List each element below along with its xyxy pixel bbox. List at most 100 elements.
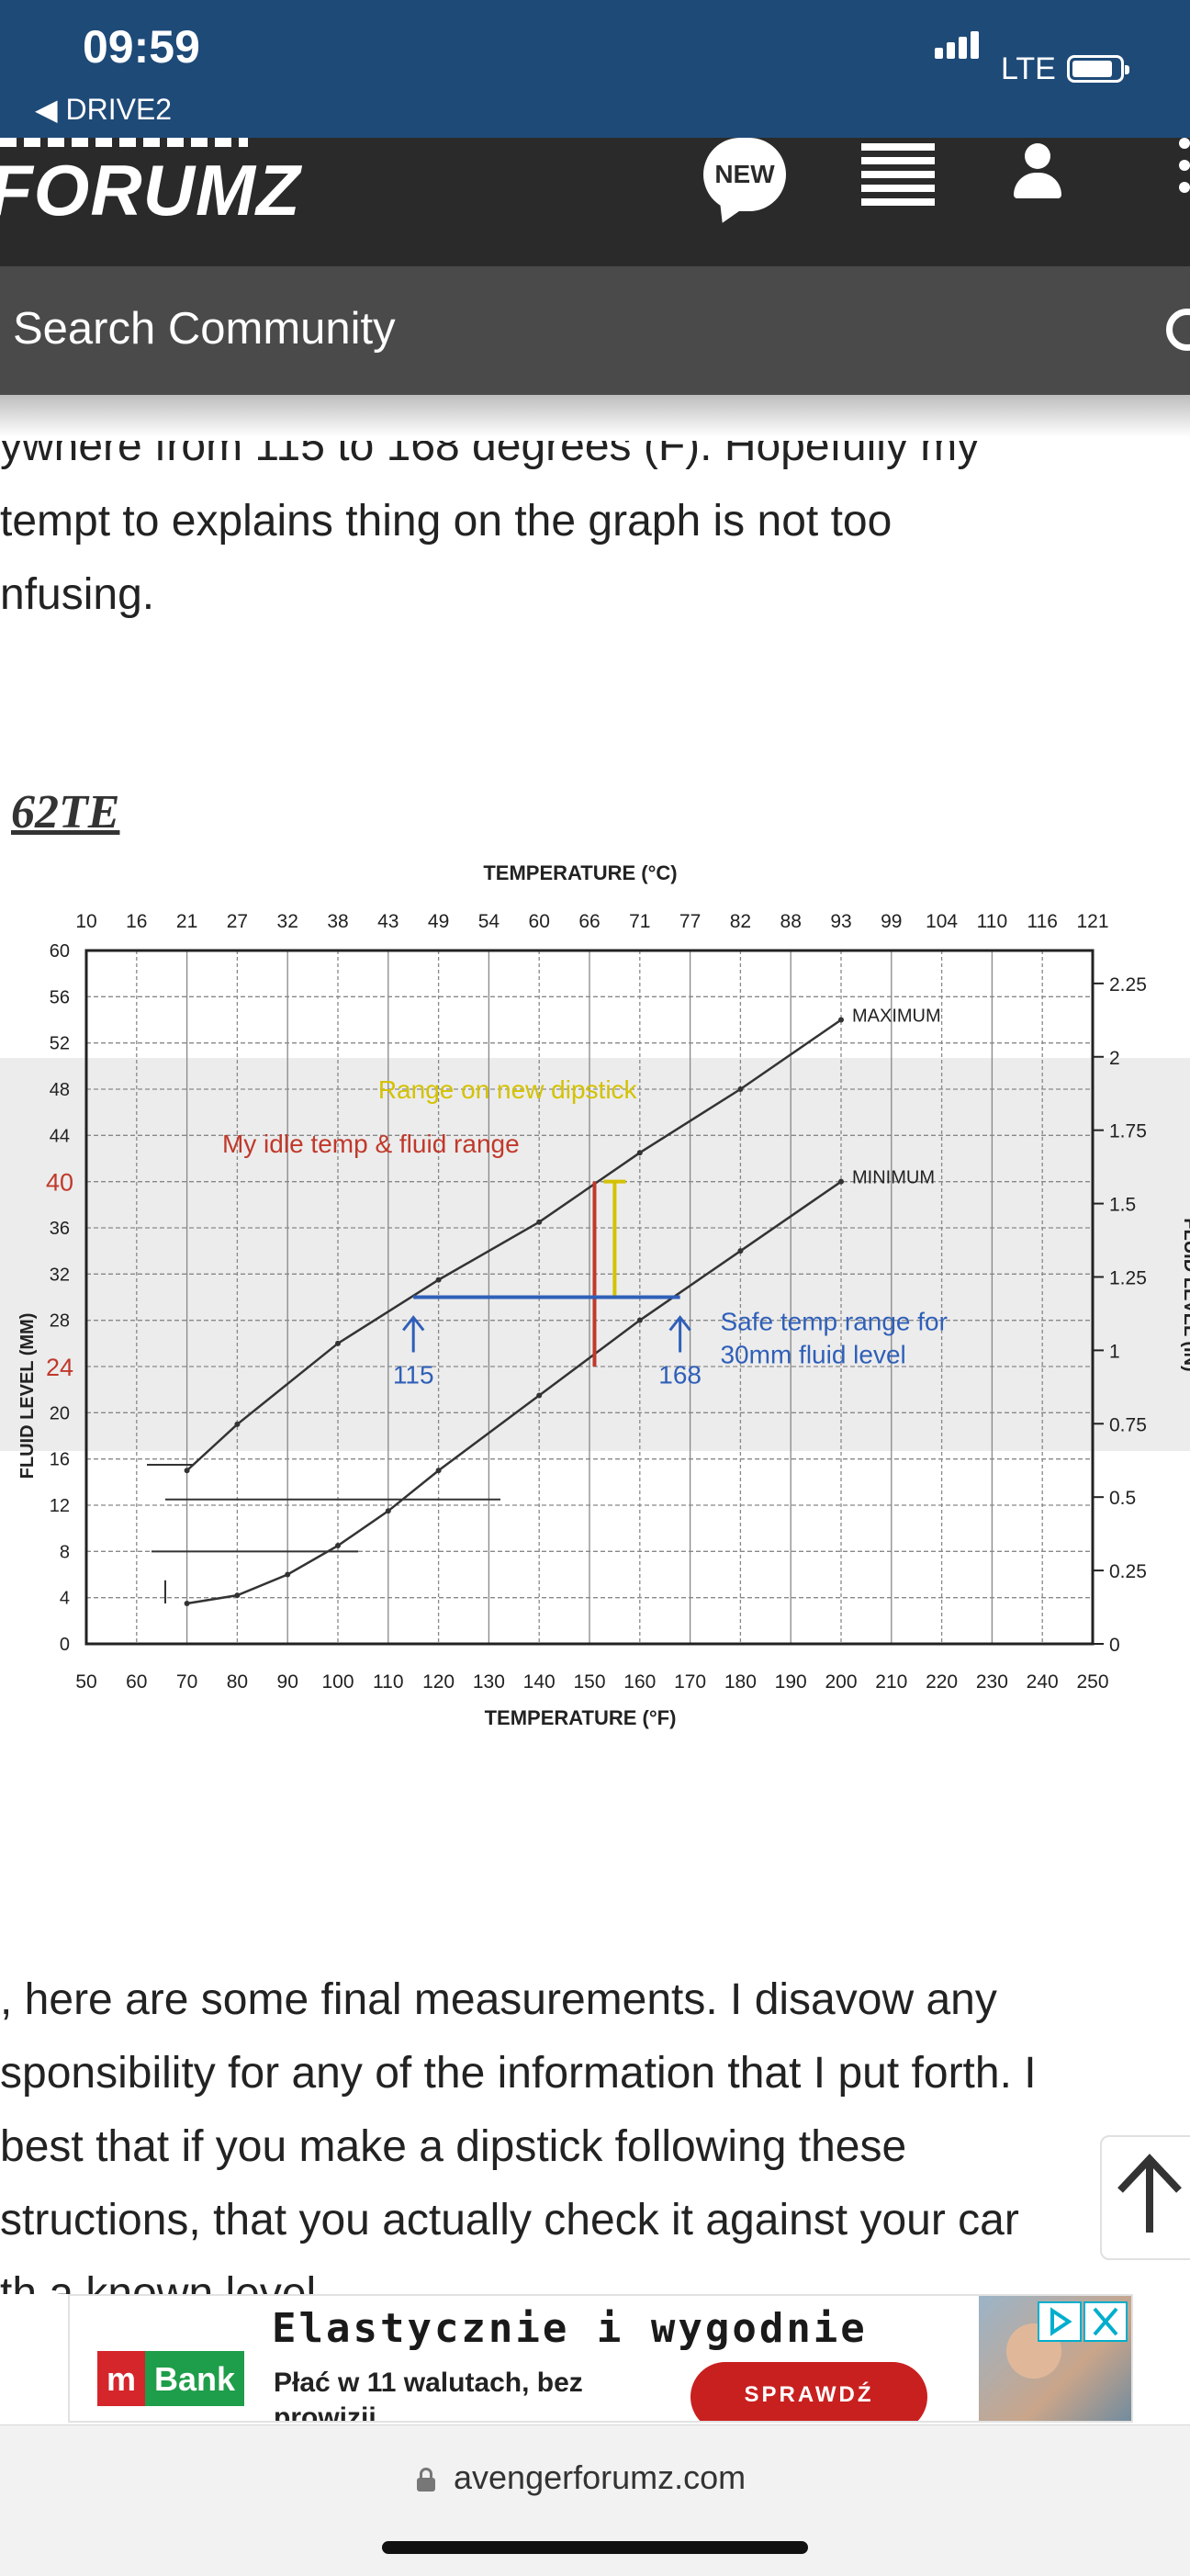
safe-range-arrow — [402, 1315, 425, 1353]
post-text-line: best that if you make a dipstick followi… — [0, 2122, 907, 2171]
x-tick-label-c: 16 — [126, 911, 147, 932]
search-shadow — [0, 395, 1190, 437]
ad-close-icon[interactable] — [1083, 2301, 1128, 2342]
y-tick-label-in: 0.5 — [1109, 1488, 1136, 1509]
status-bar: 09:59 ◀ DRIVE2 LTE — [0, 0, 1190, 138]
y-tick-label-in: 1.75 — [1109, 1121, 1147, 1142]
series-point — [435, 1277, 442, 1283]
post-text-line: tempt to explains thing on the graph is … — [0, 497, 892, 546]
y-tick-label-mm: 12 — [50, 1496, 70, 1516]
ad-brand-logo: m Bank — [97, 2351, 245, 2406]
ad-cta-button[interactable]: SPRAWDŹ — [690, 2362, 927, 2421]
series-point — [636, 1317, 643, 1323]
x-tick-label-c: 38 — [327, 911, 348, 932]
y-tick-label-mm: 24 — [46, 1354, 73, 1381]
x-tick-label-f: 210 — [875, 1671, 907, 1693]
x-tick-label-f: 100 — [321, 1671, 354, 1693]
y-tick-label-mm: 48 — [50, 1080, 70, 1100]
chart-ticks: 50 60 70 80 90 100 110 120 130 140 150 160 170 180 190… — [46, 911, 1147, 1693]
y-tick-label-in: 2 — [1109, 1048, 1120, 1069]
x-tick-label-f: 90 — [277, 1671, 298, 1693]
y-tick-label-in: 1.25 — [1109, 1267, 1147, 1288]
ad-subtext: Płać w 11 walutach, bez prowizji — [274, 2368, 583, 2423]
post-text-line: , here are some final measurements. I di… — [0, 1975, 997, 2024]
range-new-label: Range on new dipstick — [378, 1075, 638, 1104]
y-tick-label-mm: 4 — [60, 1589, 70, 1609]
y-tick-label-mm: 0 — [60, 1635, 70, 1655]
x-tick-label-f: 120 — [422, 1671, 455, 1693]
x-tick-label-f: 190 — [775, 1671, 807, 1693]
x-tick-label-f: 130 — [473, 1671, 505, 1693]
new-badge-label: NEW — [714, 160, 775, 188]
ad-headline: Elastycznie i wygodnie — [272, 2305, 868, 2352]
x-tick-label-f: 160 — [623, 1671, 656, 1693]
chart-caption: 62TE — [11, 786, 120, 838]
arrow-up-icon — [1117, 2154, 1182, 2233]
x-tick-label-c: 110 — [977, 911, 1007, 932]
search-icon[interactable] — [1166, 309, 1190, 351]
home-indicator[interactable] — [382, 2541, 808, 2554]
series-point — [435, 1468, 442, 1474]
x-tick-label-c: 27 — [227, 911, 248, 932]
ad-banner[interactable]: m Bank Elastycznie i wygodnie Płać w 11 w… — [68, 2294, 1133, 2423]
y-tick-label-in: 2.25 — [1109, 974, 1147, 996]
x-tick-label-c: 88 — [780, 911, 802, 932]
y-tick-label-mm: 8 — [60, 1542, 70, 1562]
series-point — [234, 1592, 241, 1599]
post-text-line: nfusing. — [0, 570, 155, 619]
series-point — [536, 1392, 543, 1399]
x-tick-label-c: 99 — [881, 911, 902, 932]
y-tick-label-in: 0 — [1109, 1635, 1120, 1656]
scroll-to-top-button[interactable] — [1100, 2135, 1190, 2260]
series-point — [285, 1571, 291, 1578]
fluid-level-chart: 50 60 70 80 90 100 110 120 130 140 150 160 170 180 190… — [0, 854, 1190, 1736]
series-point — [234, 1421, 241, 1427]
chart-title-fahrenheit: TEMPERATURE (°F) — [485, 1706, 677, 1729]
safe-range-label-line1: Safe temp range for — [720, 1308, 947, 1336]
x-tick-label-f: 240 — [1027, 1671, 1059, 1693]
x-tick-label-c: 32 — [277, 911, 298, 932]
x-tick-label-c: 10 — [75, 911, 96, 932]
x-tick-label-f: 250 — [1076, 1671, 1108, 1693]
y-axis-label-mm: FLUID LEVEL (MM) — [17, 1313, 38, 1479]
y-tick-label-mm: 40 — [46, 1169, 73, 1197]
plot-frame — [84, 949, 1095, 1646]
x-tick-label-c: 82 — [730, 911, 751, 932]
x-tick-label-c: 43 — [377, 911, 399, 932]
x-tick-label-f: 140 — [523, 1671, 556, 1693]
series-point — [385, 1508, 391, 1514]
back-to-app-link[interactable]: ◀ DRIVE2 — [35, 92, 172, 127]
series-point — [737, 1086, 744, 1092]
url-label[interactable]: avengerforumz.com — [454, 2458, 747, 2496]
menu-list-icon[interactable] — [861, 143, 935, 208]
x-tick-label-c: 60 — [529, 911, 550, 932]
series-point — [184, 1600, 190, 1606]
user-account-icon[interactable] — [1010, 143, 1065, 202]
series-point — [838, 1178, 844, 1185]
x-tick-label-f: 50 — [75, 1671, 96, 1693]
safe-range-arrow — [668, 1315, 691, 1353]
site-logo[interactable]: FORUMZ — [0, 150, 301, 231]
y-tick-label-mm: 36 — [50, 1219, 70, 1239]
search-input[interactable]: Search Community — [13, 304, 396, 354]
more-options-icon[interactable] — [1175, 138, 1190, 211]
search-bar[interactable]: Search Community — [0, 266, 1190, 395]
x-tick-label-f: 150 — [573, 1671, 605, 1693]
browser-address-bar[interactable]: avengerforumz.com — [0, 2424, 1190, 2576]
series-point — [838, 1017, 844, 1023]
ad-choices-icon[interactable] — [1038, 2301, 1082, 2342]
site-header: FORUMZ NEW — [0, 138, 1190, 266]
x-tick-label-c: 71 — [629, 911, 650, 932]
series-point — [184, 1468, 190, 1474]
new-posts-button[interactable]: NEW — [703, 138, 786, 211]
safe-range-high-label: 168 — [658, 1361, 702, 1389]
back-arrow-icon: ◀ — [35, 93, 66, 126]
x-tick-label-f: 80 — [227, 1671, 248, 1693]
post-text-line: ywhere from 115 to 168 degrees (F). Hope… — [0, 422, 980, 470]
x-tick-label-f: 60 — [126, 1671, 147, 1693]
chart-frame — [84, 949, 1095, 1646]
y-tick-label-in: 1 — [1109, 1341, 1120, 1362]
y-tick-label-mm: 16 — [50, 1450, 70, 1470]
x-tick-label-f: 170 — [674, 1671, 706, 1693]
series-point — [335, 1340, 341, 1346]
